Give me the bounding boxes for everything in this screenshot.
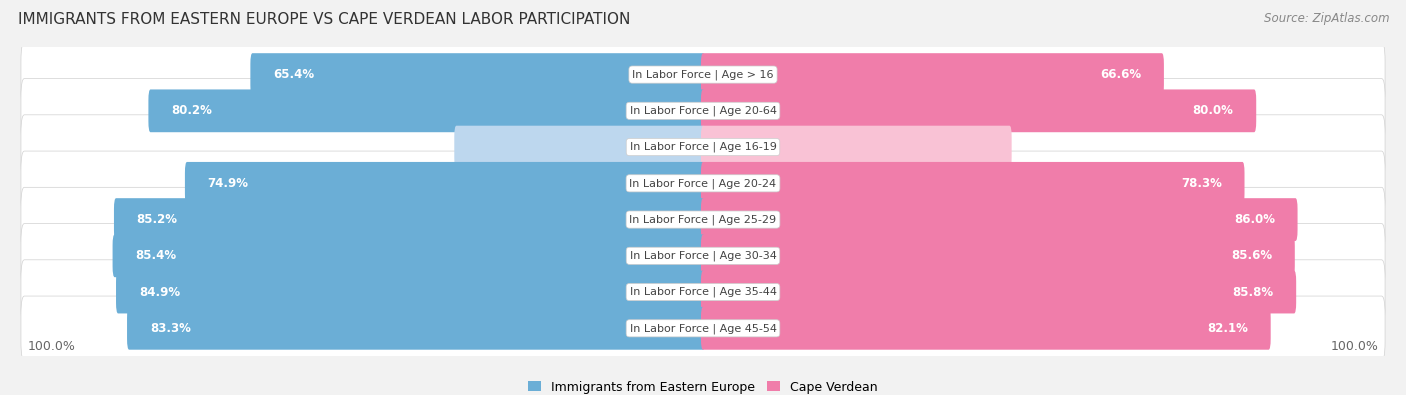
FancyBboxPatch shape [702,198,1298,241]
FancyBboxPatch shape [21,187,1385,252]
Text: 65.4%: 65.4% [273,68,314,81]
Text: 85.6%: 85.6% [1230,249,1272,262]
Text: 66.6%: 66.6% [1099,68,1142,81]
Text: 85.2%: 85.2% [136,213,177,226]
FancyBboxPatch shape [114,198,704,241]
FancyBboxPatch shape [21,42,1385,107]
Text: 86.0%: 86.0% [1234,213,1275,226]
FancyBboxPatch shape [117,271,704,314]
FancyBboxPatch shape [112,235,704,277]
Text: 100.0%: 100.0% [1330,340,1378,353]
FancyBboxPatch shape [702,53,1164,96]
FancyBboxPatch shape [250,53,704,96]
FancyBboxPatch shape [127,307,704,350]
FancyBboxPatch shape [21,79,1385,143]
Text: 85.4%: 85.4% [135,249,176,262]
FancyBboxPatch shape [702,89,1256,132]
Text: 78.3%: 78.3% [1181,177,1222,190]
Text: 82.1%: 82.1% [1208,322,1249,335]
FancyBboxPatch shape [702,162,1244,205]
FancyBboxPatch shape [186,162,704,205]
FancyBboxPatch shape [21,260,1385,324]
FancyBboxPatch shape [702,271,1296,314]
FancyBboxPatch shape [454,126,704,168]
FancyBboxPatch shape [21,115,1385,179]
Text: Source: ZipAtlas.com: Source: ZipAtlas.com [1264,12,1389,25]
FancyBboxPatch shape [149,89,704,132]
Text: IMMIGRANTS FROM EASTERN EUROPE VS CAPE VERDEAN LABOR PARTICIPATION: IMMIGRANTS FROM EASTERN EUROPE VS CAPE V… [18,12,631,27]
Text: In Labor Force | Age 45-54: In Labor Force | Age 45-54 [630,323,776,333]
FancyBboxPatch shape [702,307,1271,350]
Text: 35.8%: 35.8% [641,141,682,154]
Legend: Immigrants from Eastern Europe, Cape Verdean: Immigrants from Eastern Europe, Cape Ver… [523,376,883,395]
FancyBboxPatch shape [702,235,1295,277]
FancyBboxPatch shape [21,151,1385,216]
Text: 80.0%: 80.0% [1192,104,1233,117]
FancyBboxPatch shape [21,296,1385,361]
Text: 85.8%: 85.8% [1232,286,1274,299]
Text: In Labor Force | Age 20-64: In Labor Force | Age 20-64 [630,105,776,116]
Text: 80.2%: 80.2% [172,104,212,117]
Text: In Labor Force | Age 35-44: In Labor Force | Age 35-44 [630,287,776,297]
Text: In Labor Force | Age 30-34: In Labor Force | Age 30-34 [630,250,776,261]
FancyBboxPatch shape [702,126,1012,168]
Text: In Labor Force | Age 25-29: In Labor Force | Age 25-29 [630,214,776,225]
Text: 44.5%: 44.5% [724,141,765,154]
Text: In Labor Force | Age 16-19: In Labor Force | Age 16-19 [630,142,776,152]
Text: In Labor Force | Age 20-24: In Labor Force | Age 20-24 [630,178,776,188]
FancyBboxPatch shape [21,224,1385,288]
Text: 84.9%: 84.9% [139,286,180,299]
Text: 74.9%: 74.9% [208,177,249,190]
Text: 83.3%: 83.3% [150,322,191,335]
Text: 100.0%: 100.0% [28,340,76,353]
Text: In Labor Force | Age > 16: In Labor Force | Age > 16 [633,70,773,80]
